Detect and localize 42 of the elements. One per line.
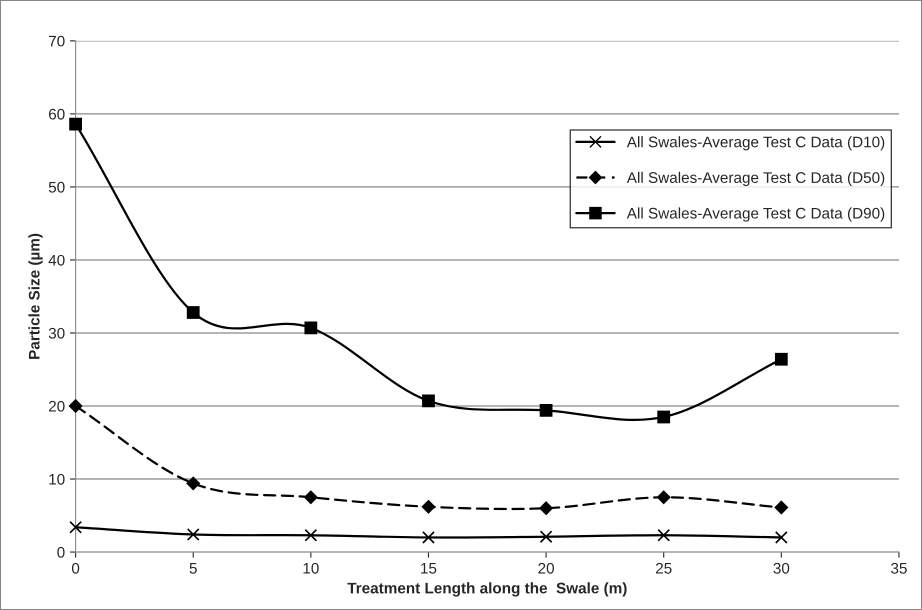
x-tick-label: 10 bbox=[304, 562, 319, 574]
x-tick-label: 5 bbox=[190, 563, 197, 574]
x-tick-label: 20 bbox=[538, 562, 554, 574]
y-tick-label: 10 bbox=[49, 474, 65, 485]
point bbox=[657, 410, 670, 424]
legend-label: All Swales-Average Test C Data (D90) bbox=[626, 207, 884, 222]
point bbox=[774, 500, 788, 514]
point bbox=[304, 528, 318, 542]
y-tick-label: 20 bbox=[48, 400, 65, 412]
point bbox=[657, 528, 670, 542]
point bbox=[774, 531, 788, 544]
point bbox=[68, 399, 82, 413]
x-tick-label: 35 bbox=[891, 562, 907, 574]
x-tick-label: 15 bbox=[421, 563, 436, 574]
y-tick-label: 50 bbox=[48, 182, 65, 193]
point bbox=[774, 352, 788, 366]
y-tick-label: 0 bbox=[57, 546, 65, 558]
legend-label: All Swales-Average Test C Data (D50) bbox=[626, 172, 884, 186]
x-axis-title: Treatment Length along the Swale (m) bbox=[347, 582, 627, 597]
y-tick-label: 70 bbox=[48, 36, 65, 47]
point bbox=[69, 520, 82, 534]
point bbox=[540, 530, 552, 544]
point bbox=[186, 306, 200, 319]
point bbox=[186, 528, 200, 541]
y-axis-title: Particle Size (µm) bbox=[28, 234, 43, 359]
y-tick-label: 30 bbox=[48, 328, 65, 339]
point bbox=[422, 531, 435, 544]
x-tick-label: 0 bbox=[72, 562, 80, 574]
point bbox=[540, 404, 552, 417]
point bbox=[304, 490, 318, 504]
point bbox=[422, 500, 436, 514]
point bbox=[656, 490, 670, 504]
point bbox=[69, 118, 82, 131]
point bbox=[304, 321, 318, 334]
x-tick-label: 30 bbox=[773, 562, 790, 574]
point bbox=[422, 394, 435, 408]
point bbox=[539, 502, 553, 515]
y-tick-label: 40 bbox=[48, 254, 65, 266]
x-tick-label: 25 bbox=[656, 562, 672, 574]
y-tick-label: 60 bbox=[48, 108, 65, 120]
legend-label: All Swales-Average Test C Data (D10) bbox=[626, 136, 884, 150]
point bbox=[186, 476, 200, 490]
